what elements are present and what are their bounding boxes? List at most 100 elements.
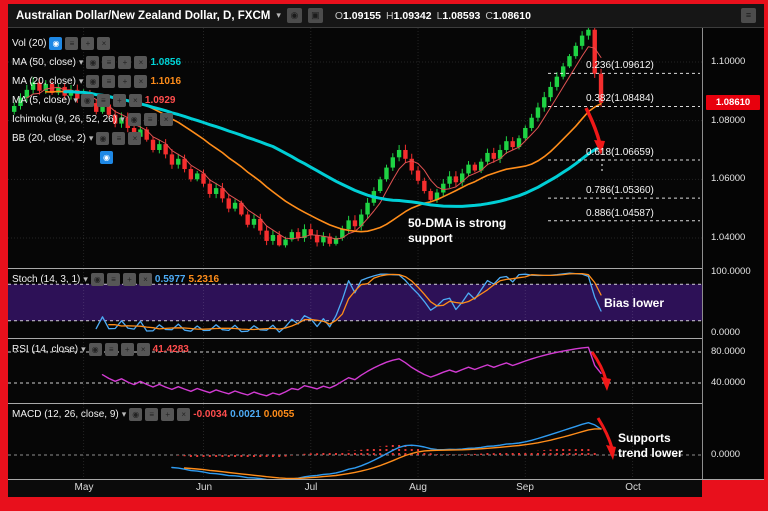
macd-legend-row[interactable]: MACD (12, 26, close, 9) ▾ ◉ ≡ + × -0.003… — [12, 407, 294, 422]
rsi-legend-row[interactable]: RSI (14, close) ▾ ◉ ≡ + × 41.4283 — [12, 342, 189, 357]
stoch-label: Stoch (14, 3, 1) — [12, 274, 81, 285]
legend-row-extra[interactable]: ◉ — [100, 150, 181, 165]
month-label: Oct — [625, 482, 641, 493]
chevron-down-icon: ▾ — [83, 274, 88, 284]
rsi-pane[interactable]: RSI (14, close) ▾ ◉ ≡ + × 41.4283 — [8, 339, 702, 403]
macd-pane[interactable]: MACD (12, 26, close, 9) ▾ ◉ ≡ + × -0.003… — [8, 404, 702, 479]
macd-label: MACD (12, 26, close, 9) — [12, 409, 119, 420]
settings-icon[interactable]: ≡ — [104, 343, 118, 356]
stoch-d-value: 5.2316 — [188, 274, 220, 285]
ma5-label: MA (5, close) — [12, 95, 71, 106]
close-label: C — [485, 9, 493, 22]
time-axis[interactable]: May Jun Jul Aug Sep Oct — [8, 480, 702, 497]
annotation-supports-trend-lower: Supports trend lower — [618, 431, 683, 460]
ma20-label: MA (20, close) — [12, 76, 76, 87]
close-icon[interactable]: × — [134, 75, 148, 88]
rsi-tick: 40.0000 — [711, 377, 746, 388]
macd-tick: 0.0000 — [711, 449, 741, 460]
add-icon[interactable]: + — [161, 408, 175, 421]
rsi-value: 41.4283 — [152, 344, 189, 355]
eye-icon[interactable]: ◉ — [88, 343, 102, 356]
legend-row-bollinger[interactable]: BB (20, close, 2) ▾ ◉ ≡ × — [12, 131, 181, 146]
eye-icon[interactable]: ◉ — [86, 56, 100, 69]
settings-icon[interactable]: ≡ — [112, 132, 126, 145]
macd-signal-value: 0.0055 — [263, 409, 295, 420]
fib-level-label[interactable]: 0.236(1.09612) — [586, 60, 654, 72]
candlestick-chart[interactable] — [8, 28, 702, 268]
legend-row-ma5[interactable]: MA (5, close) ▾ ◉ ≡ + × 1.0929 — [12, 93, 181, 108]
main-price-pane[interactable]: Vol (20) ◉ ≡ + × MA (50, close) ▾ ◉ ≡ + … — [8, 28, 702, 268]
fib-level-label[interactable]: 0.618(1.06659) — [586, 146, 654, 158]
add-icon[interactable]: + — [122, 273, 136, 286]
fib-level-label[interactable]: 0.886(1.04587) — [586, 207, 654, 219]
add-icon[interactable]: + — [120, 343, 134, 356]
macd-hist-value: -0.0034 — [193, 409, 228, 420]
eye-icon[interactable]: ◉ — [86, 75, 100, 88]
ichimoku-label: Ichimoku (9, 26, 52, 26) — [12, 114, 118, 125]
add-icon[interactable]: + — [118, 56, 132, 69]
price-axis[interactable]: 1.10000 1.08000 1.06000 1.04000 1.08610 … — [702, 28, 764, 479]
pane-divider[interactable] — [8, 338, 764, 339]
rsi-tick: 80.0000 — [711, 346, 746, 357]
close-icon[interactable]: × — [138, 273, 152, 286]
add-icon[interactable]: + — [112, 94, 126, 107]
symbol-title[interactable]: Australian Dollar/New Zealand Dollar, D,… — [16, 9, 271, 22]
macd-chart[interactable] — [8, 404, 702, 479]
stochastic-chart[interactable] — [8, 269, 702, 338]
chevron-down-icon: ▾ — [73, 95, 78, 105]
close-icon[interactable]: × — [134, 56, 148, 69]
chevron-down-icon: ▾ — [88, 133, 94, 143]
high-label: H — [386, 9, 394, 22]
rsi-label: RSI (14, close) — [12, 344, 79, 355]
settings-icon[interactable]: ≡ — [65, 37, 79, 50]
fib-level-label[interactable]: 0.786(1.05360) — [586, 185, 654, 197]
stoch-tick: 100.0000 — [711, 266, 751, 277]
close-icon[interactable]: × — [128, 94, 142, 107]
fib-level-label[interactable]: 0.382(1.08484) — [586, 93, 654, 105]
chevron-down-icon: ▾ — [81, 344, 86, 354]
legend-row-ma50[interactable]: MA (50, close) ▾ ◉ ≡ + × 1.0856 — [12, 55, 181, 70]
settings-icon[interactable]: ≡ — [102, 56, 116, 69]
eye-icon[interactable]: ◉ — [127, 113, 141, 126]
close-icon[interactable]: × — [177, 408, 191, 421]
stoch-tick: 0.0000 — [711, 327, 741, 338]
ma50-label: MA (50, close) — [12, 57, 76, 68]
price-tick: 1.06000 — [711, 173, 746, 184]
eye-icon[interactable]: ◉ — [90, 273, 104, 286]
bb-label: BB (20, close, 2) — [12, 133, 86, 144]
settings-icon[interactable]: ≡ — [96, 94, 110, 107]
eye-icon[interactable]: ◉ — [286, 8, 302, 23]
settings-icon[interactable]: ≡ — [102, 75, 116, 88]
eye-icon[interactable]: ◉ — [96, 132, 110, 145]
settings-icon[interactable]: ≡ — [143, 113, 157, 126]
eye-icon[interactable]: ◉ — [100, 151, 113, 164]
legend-row-ichimoku[interactable]: Ichimoku (9, 26, 52, 26) ▾ ◉ ≡ × — [12, 112, 181, 127]
settings-icon[interactable]: ≡ — [741, 8, 756, 23]
close-icon[interactable]: × — [136, 343, 150, 356]
stoch-k-value: 0.5977 — [154, 274, 186, 285]
close-icon[interactable]: × — [128, 132, 142, 145]
settings-icon[interactable]: ≡ — [106, 273, 120, 286]
ohlc-readout: O1.09155 H1.09342 L1.08593 C1.08610 — [335, 10, 531, 22]
add-icon[interactable]: + — [81, 37, 95, 50]
close-icon[interactable]: × — [97, 37, 111, 50]
add-icon[interactable]: + — [118, 75, 132, 88]
stochastic-pane[interactable]: Stoch (14, 3, 1) ▾ ◉ ≡ + × 0.5977 5.2316… — [8, 269, 702, 338]
eye-icon[interactable]: ◉ — [80, 94, 94, 107]
settings-icon[interactable]: ≡ — [145, 408, 159, 421]
volume-label: Vol (20) — [12, 38, 47, 49]
eye-icon[interactable]: ◉ — [49, 37, 63, 50]
pane-divider[interactable] — [8, 403, 764, 404]
close-icon[interactable]: × — [159, 113, 173, 126]
chevron-down-icon: ▾ — [78, 76, 84, 86]
pane-divider[interactable] — [8, 268, 764, 269]
legend-row-ma20[interactable]: MA (20, close) ▾ ◉ ≡ + × 1.1016 — [12, 74, 181, 89]
camera-icon[interactable]: ▣ — [307, 8, 323, 23]
eye-icon[interactable]: ◉ — [129, 408, 143, 421]
macd-line-value: 0.0021 — [230, 409, 261, 420]
month-label: May — [74, 482, 94, 493]
legend-row-volume[interactable]: Vol (20) ◉ ≡ + × — [12, 36, 181, 51]
chevron-down-icon[interactable]: ▾ — [276, 10, 281, 20]
stoch-legend-row[interactable]: Stoch (14, 3, 1) ▾ ◉ ≡ + × 0.5977 5.2316 — [12, 272, 219, 287]
